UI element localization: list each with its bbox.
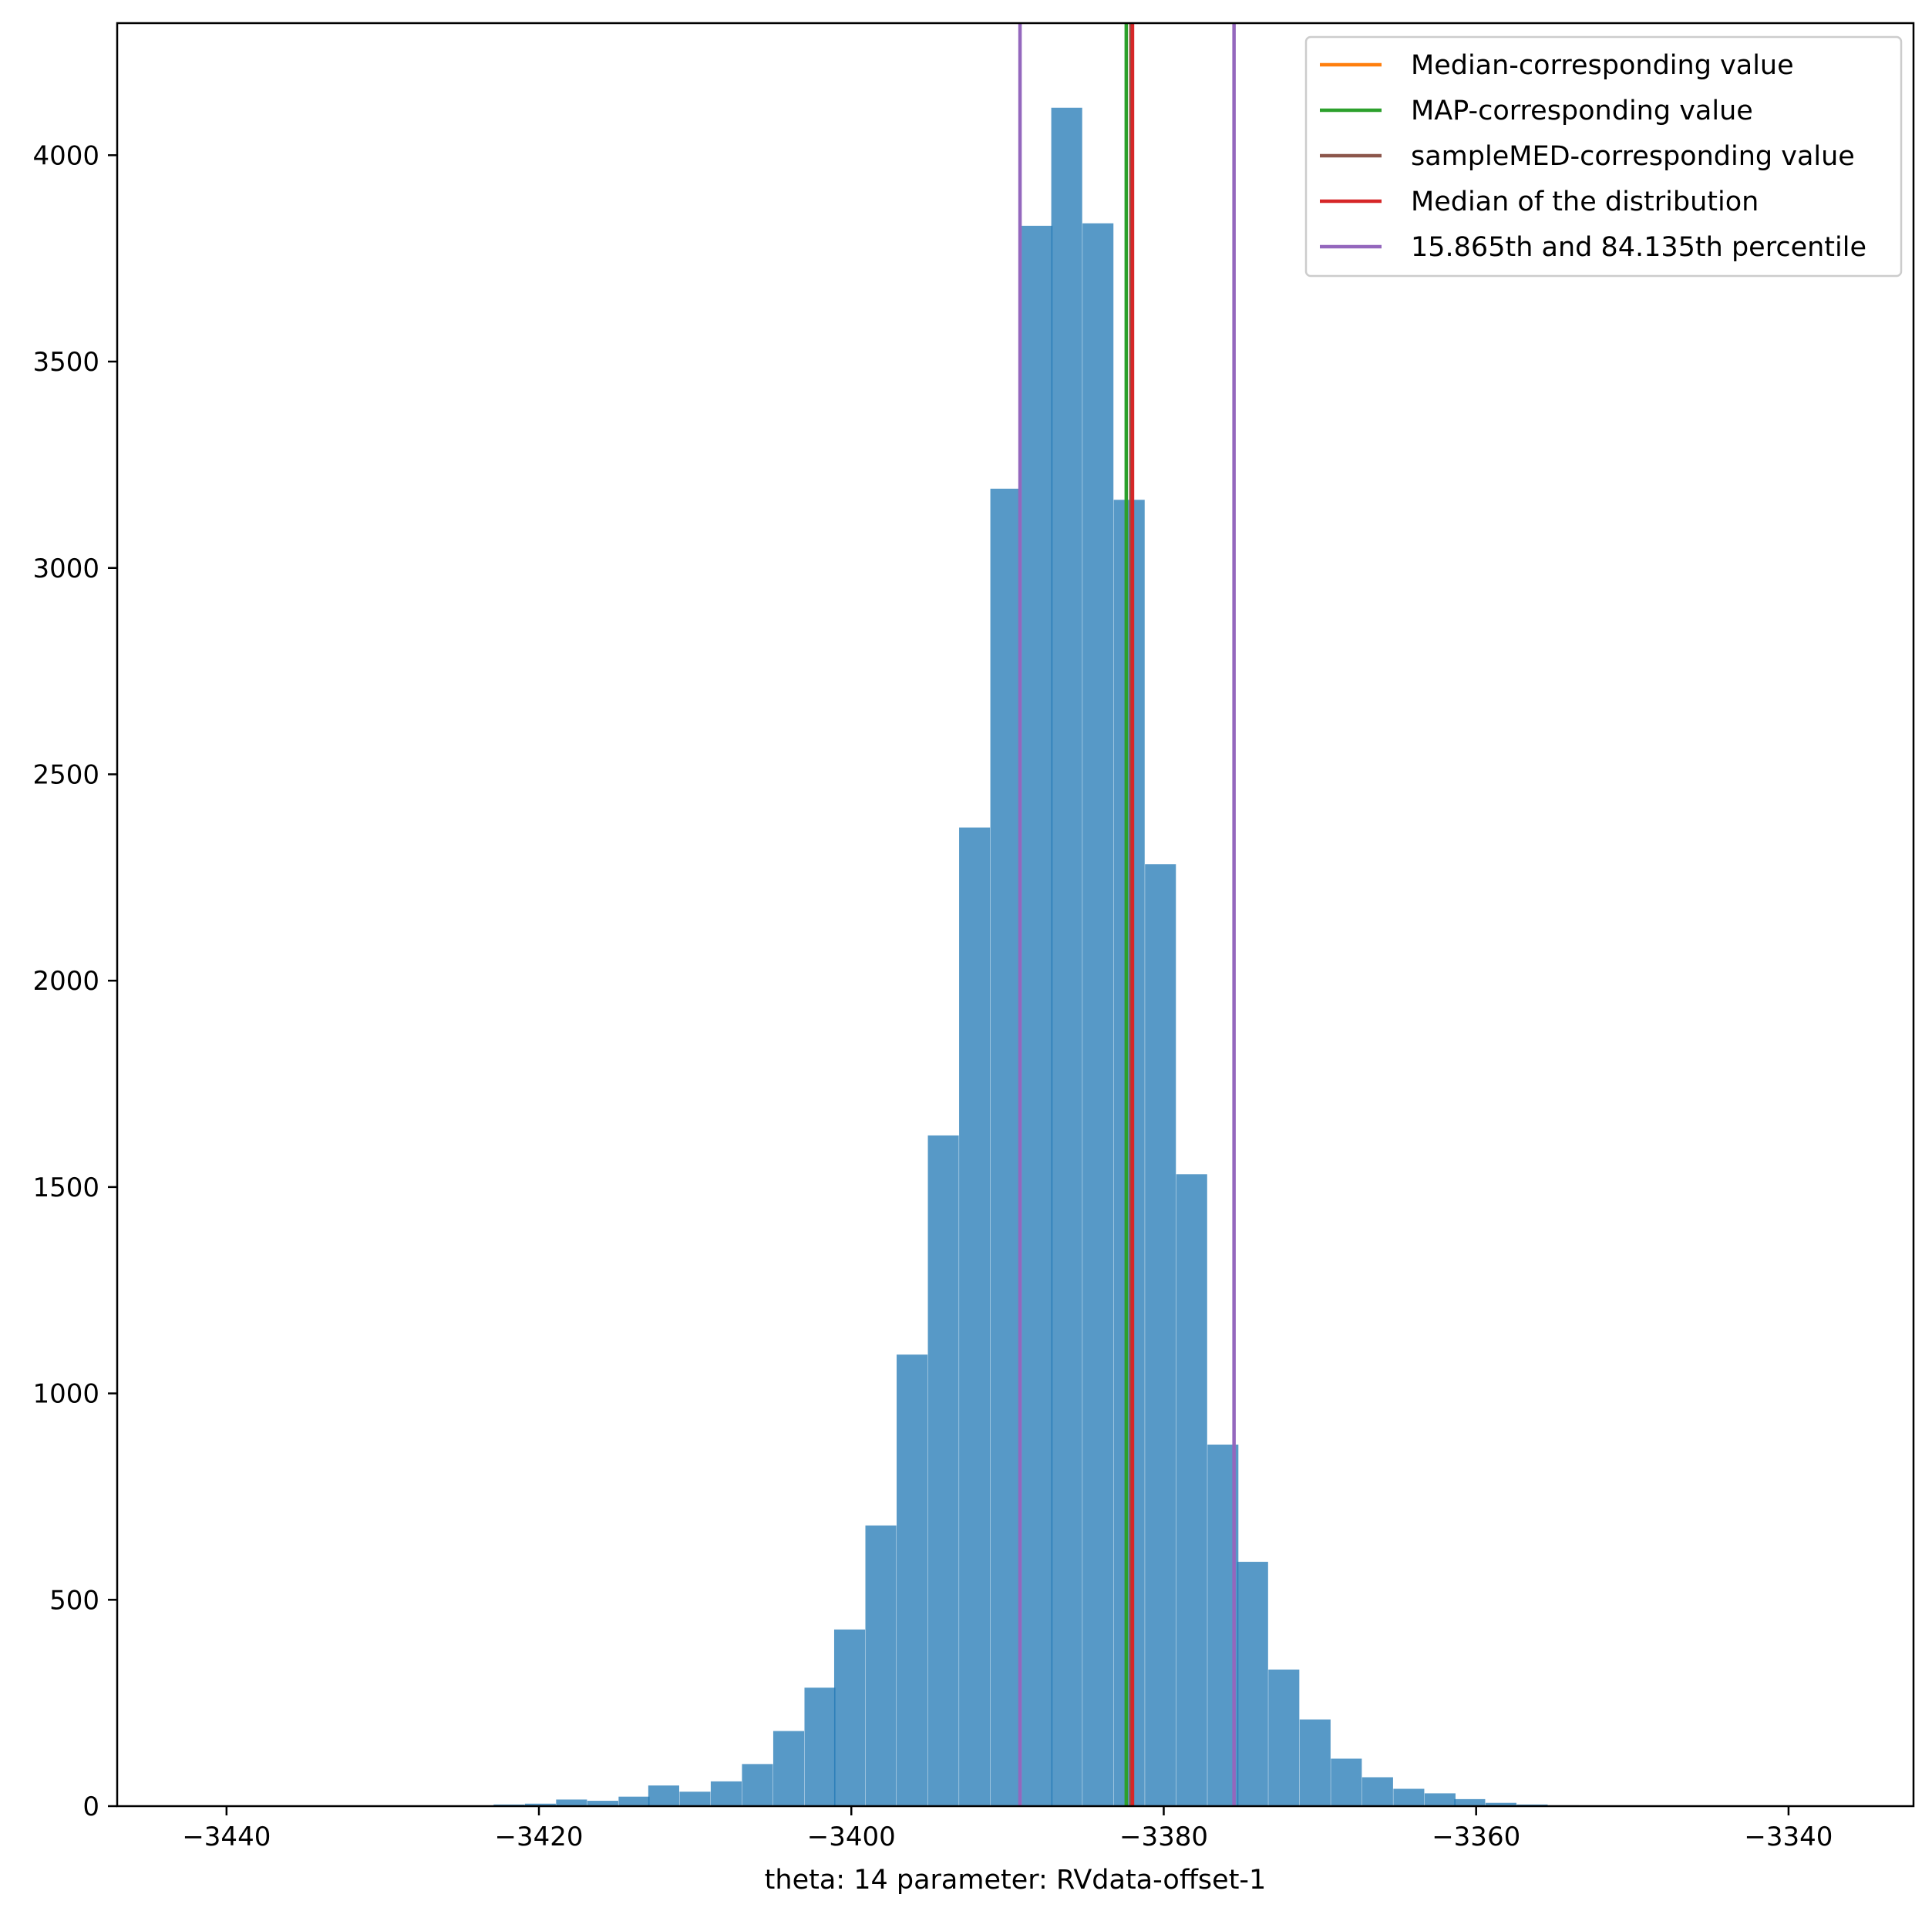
histogram-bar	[1022, 225, 1053, 1806]
histogram-bar	[1331, 1758, 1362, 1806]
histogram-bar	[1082, 223, 1114, 1807]
histogram-bar	[804, 1687, 836, 1806]
x-tick-label: −3440	[182, 1822, 271, 1852]
y-tick-label: 3500	[32, 347, 99, 378]
y-tick-label: 2500	[32, 759, 99, 790]
y-tick-label: 500	[49, 1585, 99, 1616]
histogram-bar	[1393, 1788, 1425, 1806]
legend: Median-corresponding value MAP-correspond…	[1304, 35, 1903, 278]
x-tick-label: −3340	[1744, 1822, 1833, 1852]
legend-box	[1304, 35, 1903, 278]
histogram-bar	[927, 1135, 959, 1806]
histogram-bar	[959, 827, 991, 1806]
histogram-bar	[618, 1796, 650, 1806]
y-tick-label: 2000	[32, 966, 99, 997]
x-tick-label: −3360	[1432, 1822, 1520, 1852]
histogram-bar	[556, 1799, 587, 1806]
histogram-bar	[1145, 864, 1176, 1806]
histogram-bar	[1454, 1798, 1486, 1806]
histogram-bar	[710, 1781, 742, 1806]
histogram-bar	[1268, 1669, 1300, 1806]
y-axis-ticks: 0 500 1000 1500 2000 2500 3000 3500 4000	[32, 140, 117, 1822]
legend-entry-label: sampleMED-corresponding value	[1411, 141, 1855, 172]
y-tick-label: 1500	[32, 1172, 99, 1203]
histogram-bar	[742, 1764, 773, 1806]
y-tick-label: 4000	[32, 140, 99, 171]
histogram-bar	[648, 1785, 679, 1806]
histogram-bar	[990, 488, 1022, 1807]
x-tick-label: −3400	[807, 1822, 896, 1852]
histogram-bars	[184, 107, 1611, 1807]
y-tick-label: 0	[82, 1791, 99, 1822]
x-axis-ticks: −3440 −3420 −3400 −3380 −3360 −3340	[182, 1806, 1833, 1852]
histogram-bar	[1299, 1719, 1331, 1806]
histogram-bar	[1176, 1174, 1207, 1806]
y-tick-label: 3000	[32, 553, 99, 584]
y-tick-label: 1000	[32, 1379, 99, 1410]
legend-entry-label: MAP-corresponding value	[1411, 96, 1753, 126]
legend-entry-label: Median-corresponding value	[1411, 50, 1794, 81]
histogram-bar	[1424, 1793, 1456, 1806]
histogram-bar	[587, 1801, 618, 1806]
x-tick-label: −3380	[1119, 1822, 1208, 1852]
histogram-bar	[772, 1731, 805, 1806]
histogram-bar	[1051, 107, 1082, 1806]
axes-frame	[116, 22, 1915, 1808]
legend-entry-label: 15.865th and 84.135th percentile	[1411, 232, 1866, 263]
reference-lines	[1018, 23, 1236, 1806]
histogram-bar	[679, 1791, 711, 1806]
histogram-bar	[865, 1525, 897, 1806]
histogram-bar	[833, 1629, 866, 1806]
histogram-bar	[1237, 1562, 1268, 1806]
histogram-bar	[897, 1354, 928, 1806]
histogram-bar	[524, 1803, 556, 1806]
histogram-bar	[1361, 1777, 1393, 1806]
x-axis-label: theta: 14 parameter: RVdata-offset-1	[765, 1865, 1267, 1896]
legend-entry-label: Median of the distribution	[1411, 187, 1759, 217]
x-tick-label: −3420	[495, 1822, 584, 1852]
histogram-bar	[1485, 1802, 1516, 1806]
